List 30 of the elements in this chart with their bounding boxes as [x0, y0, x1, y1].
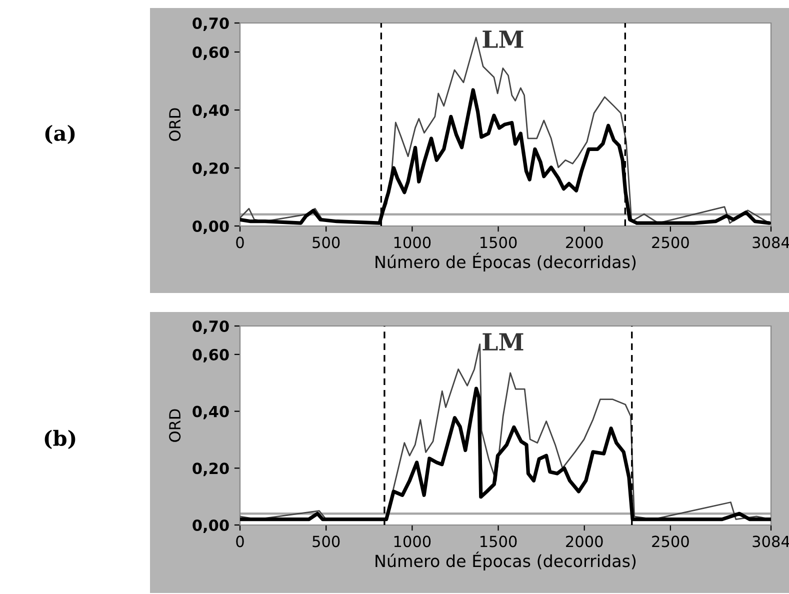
y-tick-label: 0,70: [192, 17, 229, 31]
x-tick-label: 1000: [394, 536, 431, 548]
y-tick-label: 0,40: [192, 406, 229, 420]
x-tick-label: 2000: [566, 536, 603, 548]
x-tick-label: 500: [312, 536, 340, 548]
y-tick-label: 0,60: [192, 46, 229, 60]
annotation: LM: [482, 30, 524, 48]
x-tick-label: 1500: [480, 536, 517, 548]
x-tick-label: 2500: [652, 536, 689, 548]
y-axis-title: ORD: [169, 409, 181, 442]
annotation: LM: [482, 333, 524, 350]
x-tick-label: 2000: [566, 236, 603, 248]
x-axis-title: Número de Épocas (decorridas): [376, 552, 636, 570]
x-axis-title: Número de Épocas (decorridas): [376, 252, 636, 272]
text: (b): [44, 430, 76, 449]
y-tick-label: 0,40: [192, 104, 229, 118]
x-tick-label: 0: [236, 536, 244, 548]
y-tick-label: 0,70: [192, 320, 229, 334]
x-tick-label: 2500: [652, 236, 689, 248]
x-tick-label: 1000: [394, 236, 431, 248]
y-axis-title: ORD: [169, 108, 181, 141]
text: (a): [45, 124, 75, 144]
y-tick-label: 0,20: [192, 462, 229, 476]
x-tick-label: 1500: [480, 236, 517, 248]
x-tick-label: 0: [236, 236, 244, 248]
y-tick-label: 0,00: [192, 519, 229, 533]
y-tick-label: 0,00: [192, 220, 229, 234]
x-tick-label: 500: [312, 236, 340, 248]
y-tick-label: 0,20: [192, 162, 229, 176]
y-tick-label: 0,60: [192, 348, 229, 362]
